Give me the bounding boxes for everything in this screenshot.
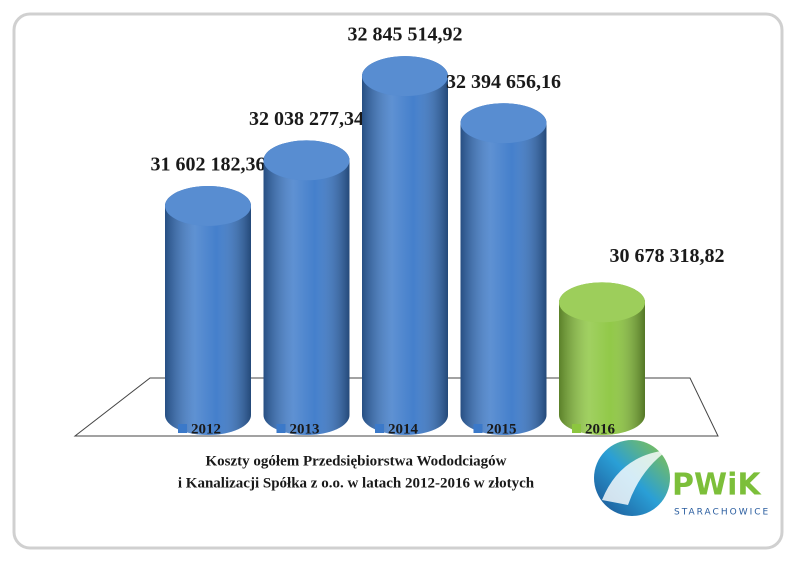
legend-swatch bbox=[572, 424, 581, 433]
logo-name: PWiK bbox=[672, 468, 762, 503]
bar-cap bbox=[362, 56, 448, 97]
value-label: 31 602 182,36 bbox=[151, 154, 266, 176]
chart-title: Koszty ogółem Przedsiębiorstwa Wododciag… bbox=[206, 453, 507, 469]
bar-cap-shade bbox=[460, 103, 547, 144]
legend-label: 2014 bbox=[388, 421, 419, 437]
logo-subtitle: STARACHOWICE bbox=[674, 508, 770, 518]
value-label: 30 678 318,82 bbox=[610, 245, 725, 267]
legend-label: 2012 bbox=[191, 421, 221, 437]
bar-shade bbox=[559, 282, 645, 435]
bar-cap-shade bbox=[165, 185, 251, 226]
chart-title: i Kanalizacji Spółka z o.o. w latach 201… bbox=[178, 475, 535, 491]
legend-label: 2016 bbox=[585, 421, 616, 437]
bar-cap-shade bbox=[263, 140, 350, 181]
bar-shade bbox=[165, 185, 251, 435]
legend-swatch bbox=[276, 424, 286, 433]
legend-swatch bbox=[178, 424, 187, 433]
bar-shade bbox=[263, 140, 350, 436]
bar-cap bbox=[263, 140, 350, 181]
legend-label: 2015 bbox=[487, 421, 517, 437]
legend-swatch bbox=[375, 424, 384, 433]
bar-shade bbox=[460, 103, 547, 436]
logo: PWiK STARACHOWICE bbox=[594, 440, 770, 518]
bar-cap-shade bbox=[362, 56, 448, 97]
bar-cap bbox=[559, 282, 645, 323]
value-label: 32 038 277,34 bbox=[249, 108, 364, 130]
legend-swatch bbox=[473, 424, 483, 433]
logo-leaf bbox=[602, 450, 668, 505]
bar-cap-shade bbox=[559, 282, 645, 323]
value-label: 32 845 514,92 bbox=[348, 24, 463, 46]
value-label: 32 394 656,16 bbox=[446, 71, 561, 93]
bar-shade bbox=[362, 56, 448, 435]
bar-cap bbox=[165, 185, 251, 226]
bar-cap bbox=[460, 103, 547, 144]
legend-label: 2013 bbox=[290, 421, 320, 437]
